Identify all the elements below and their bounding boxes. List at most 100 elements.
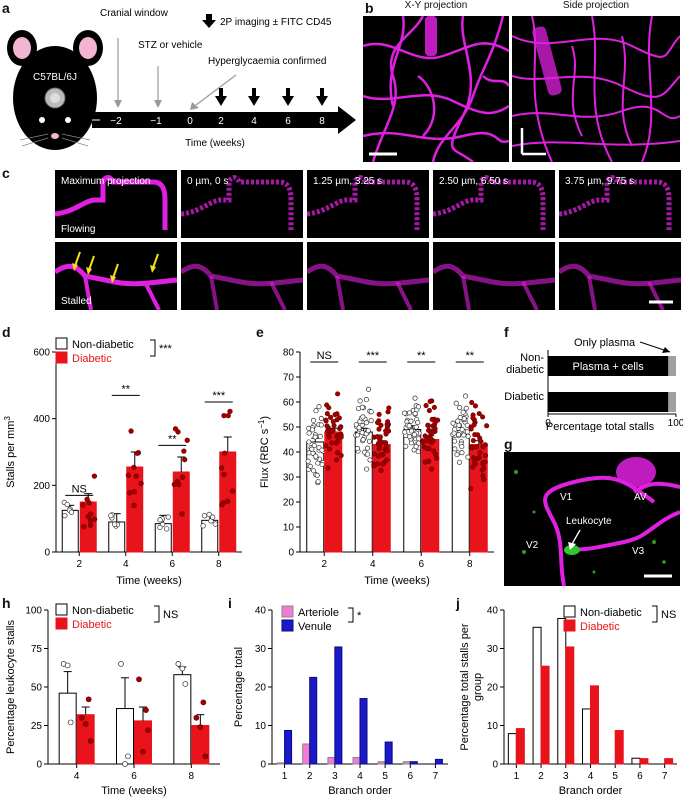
- data-point: [376, 426, 382, 432]
- bar: [532, 626, 542, 765]
- y-tick-label: 40: [255, 606, 267, 617]
- data-point: [324, 428, 331, 434]
- data-point: [306, 439, 312, 445]
- data-point: [384, 457, 390, 463]
- data-point: [136, 676, 142, 683]
- panel-c-frame: [559, 242, 681, 310]
- data-point: [480, 414, 486, 420]
- data-point: [427, 398, 433, 404]
- legend-swatch: [563, 605, 576, 618]
- y-tick-label: 0: [44, 548, 50, 559]
- data-point: [311, 442, 317, 449]
- significance-label: ***: [159, 343, 173, 355]
- y-tick-label: 0: [260, 760, 266, 771]
- data-point: [457, 414, 463, 420]
- label-v2: V2: [526, 540, 539, 551]
- x-tick-label: 6: [169, 559, 175, 570]
- data-point: [432, 451, 438, 457]
- data-point: [480, 444, 486, 450]
- column-title: 0 µm, 0 s: [187, 176, 228, 187]
- y-tick-label: 10: [283, 523, 295, 534]
- data-point: [87, 738, 94, 744]
- bar: [384, 741, 393, 765]
- data-point: [478, 439, 484, 445]
- data-point: [164, 526, 170, 532]
- data-point: [313, 453, 319, 459]
- only-plasma-annotation: Only plasma: [574, 337, 636, 349]
- chart-f-stall-composition: Non-diabetic Plasma + cells Diabetic 0 100 Pe…: [504, 337, 683, 432]
- data-point: [335, 450, 341, 456]
- panel-c-frame: 3.75 µm, 9.75 s: [559, 170, 681, 238]
- data-point: [459, 450, 465, 456]
- data-point: [133, 473, 139, 479]
- x-tick-label: 7: [662, 771, 668, 782]
- y-axis-label: Percentage total: [233, 647, 245, 727]
- y-axis-label: Percentage total stalls per: [459, 623, 471, 751]
- panel-label-g: g: [504, 436, 513, 452]
- data-point: [469, 444, 475, 450]
- data-point: [329, 440, 335, 446]
- data-point: [409, 428, 415, 434]
- panel-label-j: j: [456, 595, 460, 611]
- bar: [58, 692, 77, 765]
- data-point: [423, 402, 429, 409]
- data-point: [131, 489, 137, 495]
- y-tick-label: 400: [33, 414, 50, 425]
- data-point: [472, 432, 478, 438]
- y-tick-label: 30: [283, 473, 295, 484]
- legend-swatch: [55, 337, 68, 350]
- data-point: [326, 432, 332, 438]
- panel-label-i: i: [228, 595, 232, 611]
- data-point: [365, 428, 371, 434]
- significance-bracket: [154, 605, 160, 623]
- data-point: [375, 420, 381, 426]
- data-point: [403, 443, 409, 449]
- data-point: [367, 457, 373, 463]
- category-label: diabetic: [506, 364, 544, 376]
- panel-c-frame: 1.25 µm, 3.25 s: [307, 170, 429, 238]
- data-point: [221, 471, 227, 478]
- legend-swatch: [55, 617, 68, 630]
- data-point: [172, 426, 179, 432]
- label-av: AV: [634, 492, 647, 503]
- data-point: [334, 457, 340, 463]
- data-point: [309, 446, 315, 452]
- side-projection-image: [512, 16, 680, 162]
- bar: [631, 757, 641, 765]
- comparison-label: **: [465, 350, 474, 362]
- stall-arrow-icon: [152, 253, 159, 269]
- xy-projection-image: [363, 16, 509, 162]
- comparison-label: **: [417, 350, 426, 362]
- data-point: [472, 459, 478, 465]
- data-point: [456, 422, 462, 428]
- mouse-illustration: [7, 30, 103, 150]
- y-tick-label: 70: [283, 373, 295, 384]
- label-v3: V3: [632, 546, 645, 557]
- data-point: [452, 446, 458, 452]
- legend-label: Venule: [298, 621, 332, 633]
- data-point: [465, 433, 471, 439]
- data-point: [88, 511, 94, 517]
- category-label: Non-: [520, 352, 544, 364]
- x-tick-label: 8: [467, 559, 473, 570]
- data-point: [368, 409, 374, 415]
- timeline-arrow: [92, 106, 356, 134]
- comparison-label: NS: [317, 350, 332, 362]
- bar: [284, 730, 293, 765]
- data-point: [406, 410, 413, 416]
- data-point: [380, 461, 386, 467]
- x-tick-label: 5: [612, 771, 618, 782]
- legend-label: Non-diabetic: [72, 339, 134, 351]
- data-point: [429, 466, 435, 472]
- y-tick-label: 25: [31, 721, 43, 732]
- data-point: [465, 454, 471, 460]
- legend-label: Arteriole: [298, 607, 339, 619]
- column-title: 3.75 µm, 9.75 s: [565, 176, 634, 187]
- data-point: [471, 422, 477, 428]
- data-point: [202, 753, 209, 760]
- data-point: [456, 459, 463, 465]
- data-point: [415, 404, 421, 410]
- significance-bracket: [150, 339, 156, 357]
- timeline-tick: 0: [187, 116, 193, 127]
- stall-arrowhead: [150, 265, 156, 273]
